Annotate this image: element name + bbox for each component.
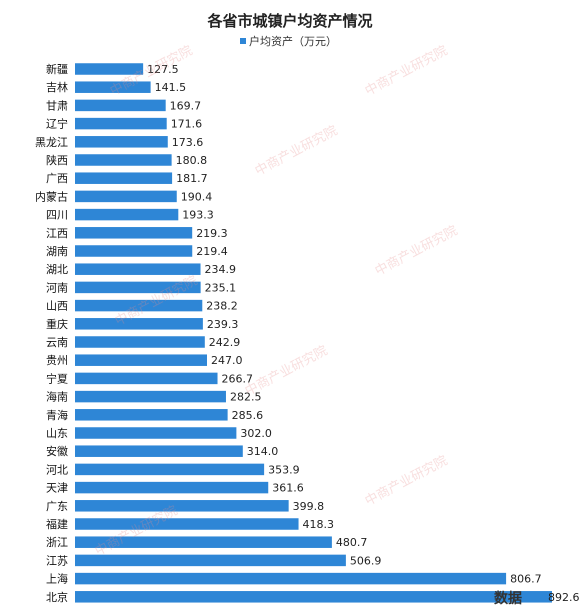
value-label: 234.9 <box>205 263 237 276</box>
value-label: 282.5 <box>230 391 262 404</box>
value-label: 361.6 <box>272 482 304 495</box>
bar <box>75 190 177 203</box>
bar <box>75 354 207 366</box>
value-label: 247.0 <box>211 354 243 367</box>
category-label: 湖北 <box>46 263 68 276</box>
category-label: 云南 <box>46 336 68 349</box>
category-label: 陕西 <box>46 153 68 167</box>
corner-logo: 数据 <box>494 590 522 607</box>
bar <box>75 245 193 257</box>
value-label: 314.0 <box>247 445 279 458</box>
category-label: 重庆 <box>46 317 68 331</box>
value-label: 266.7 <box>222 372 254 385</box>
bar <box>75 227 193 239</box>
category-label: 天津 <box>46 482 68 495</box>
bar <box>75 481 269 494</box>
legend-swatch <box>240 38 246 44</box>
bar <box>75 172 173 184</box>
category-label: 内蒙古 <box>35 189 68 203</box>
bar <box>75 591 552 603</box>
category-label: 青海 <box>46 408 68 422</box>
category-label: 贵州 <box>46 354 68 367</box>
value-label: 399.8 <box>293 500 325 513</box>
bar <box>75 299 203 312</box>
bar <box>75 518 299 530</box>
bar <box>75 154 172 166</box>
legend-label: 户均资产（万元） <box>249 34 337 48</box>
value-label: 190.4 <box>181 190 213 203</box>
bar <box>75 572 507 585</box>
bar <box>75 500 289 512</box>
category-label: 江苏 <box>46 554 68 567</box>
value-label: 219.4 <box>196 245 228 258</box>
category-label: 辽宁 <box>46 117 68 131</box>
bar <box>75 99 166 112</box>
category-label: 江西 <box>46 227 68 240</box>
value-label: 418.3 <box>303 518 335 531</box>
category-label: 湖南 <box>46 245 68 258</box>
bar <box>75 281 201 294</box>
bar <box>75 81 151 93</box>
value-label: 480.7 <box>336 536 368 549</box>
value-label: 238.2 <box>206 300 238 313</box>
bar <box>75 390 226 403</box>
bar <box>75 318 203 330</box>
category-label: 新疆 <box>46 62 68 76</box>
bar <box>75 427 237 439</box>
value-label: 219.3 <box>196 227 228 240</box>
category-label: 四川 <box>46 209 68 222</box>
category-label: 广东 <box>46 500 68 513</box>
bar <box>75 372 218 385</box>
value-label: 181.7 <box>176 172 208 185</box>
chart-title: 各省市城镇户均资产情况 <box>206 12 372 30</box>
bar <box>75 536 332 548</box>
category-label: 北京 <box>46 590 68 604</box>
bar <box>75 263 201 275</box>
value-label: 171.6 <box>171 118 203 131</box>
value-label: 242.9 <box>209 336 241 349</box>
value-label: 193.3 <box>182 209 214 222</box>
value-label: 169.7 <box>170 99 202 112</box>
category-label: 广西 <box>46 172 68 185</box>
bar <box>75 117 167 130</box>
category-label: 安徽 <box>46 444 68 458</box>
category-label: 河北 <box>46 463 68 476</box>
value-label: 806.7 <box>510 573 542 586</box>
category-label: 河南 <box>46 281 68 294</box>
category-label: 上海 <box>46 572 68 586</box>
value-label: 127.5 <box>147 63 179 76</box>
bar <box>75 136 168 148</box>
value-label: 302.0 <box>240 427 272 440</box>
category-label: 海南 <box>46 390 68 404</box>
value-label: 892.6 <box>548 591 580 604</box>
value-label: 353.9 <box>268 463 300 476</box>
bar <box>75 409 228 421</box>
bar <box>75 336 205 348</box>
category-label: 吉林 <box>46 80 68 94</box>
bar <box>75 445 243 457</box>
value-label: 180.8 <box>176 154 208 167</box>
category-label: 福建 <box>46 517 68 531</box>
category-label: 浙江 <box>46 536 68 549</box>
category-label: 山西 <box>46 300 68 313</box>
bar <box>75 63 144 75</box>
value-label: 239.3 <box>207 318 239 331</box>
bar <box>75 554 346 567</box>
bar <box>75 208 179 221</box>
category-label: 宁夏 <box>46 371 68 385</box>
category-label: 甘肃 <box>46 99 68 112</box>
bar <box>75 463 265 476</box>
value-label: 285.6 <box>232 409 264 422</box>
category-label: 黑龙江 <box>35 136 68 149</box>
category-label: 山东 <box>46 427 68 440</box>
value-label: 141.5 <box>155 81 187 94</box>
value-label: 173.6 <box>172 136 204 149</box>
value-label: 506.9 <box>350 554 382 567</box>
value-label: 235.1 <box>205 281 237 294</box>
